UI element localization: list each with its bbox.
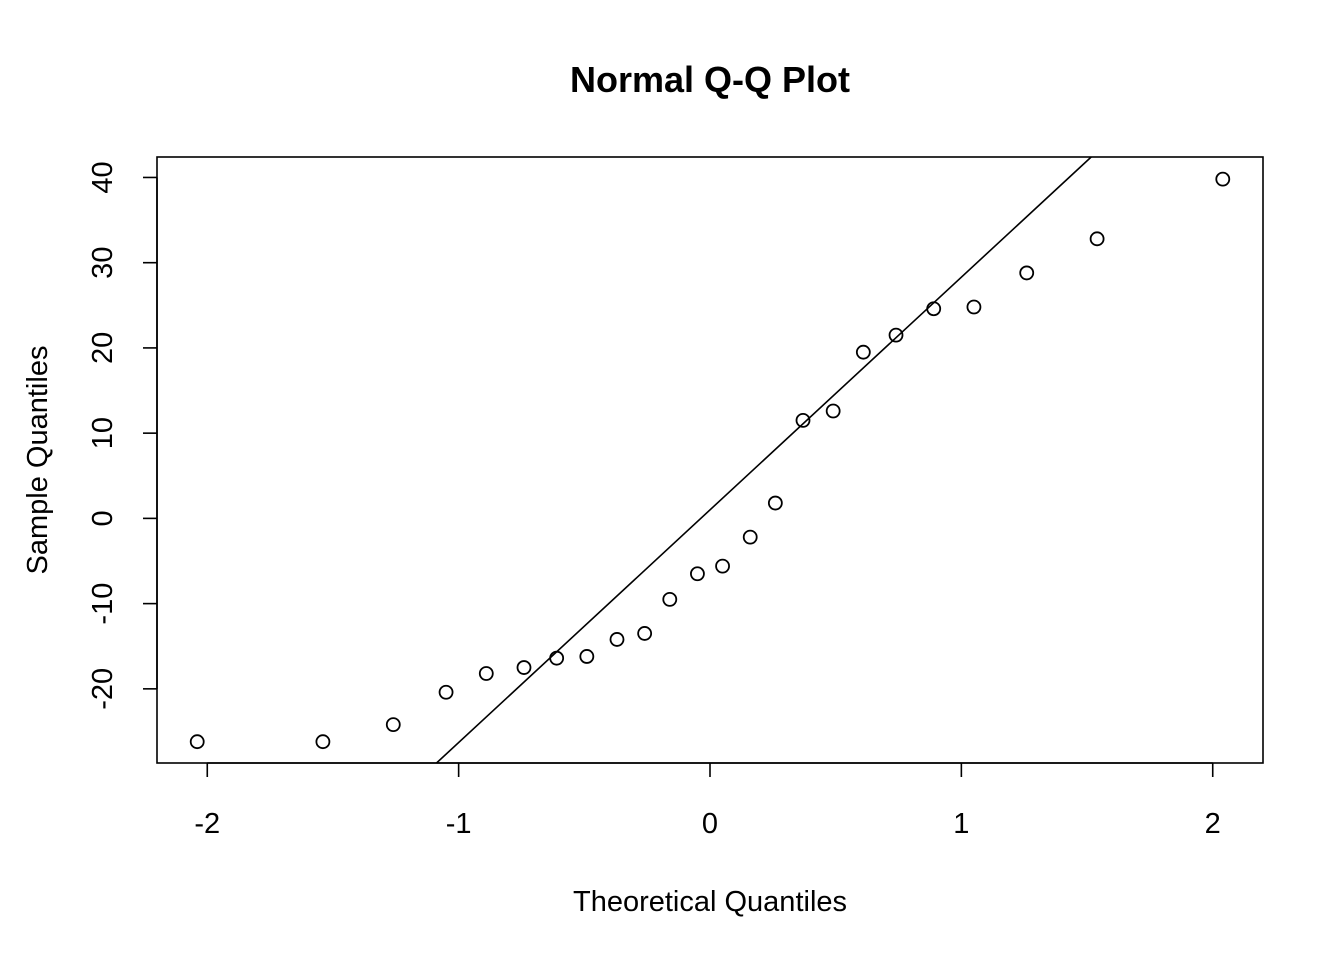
y-axis: -20 -10 0 10 20 30 40 (87, 161, 158, 710)
x-tick-label: -2 (194, 808, 220, 840)
data-point (478, 666, 494, 681)
x-axis-label: Theoretical Quantiles (573, 886, 847, 918)
plot-frame (156, 156, 1264, 764)
data-point (855, 344, 871, 360)
data-point (1215, 171, 1231, 187)
data-point (579, 649, 595, 664)
data-point (715, 558, 730, 574)
data-point (1019, 265, 1035, 281)
data-point (315, 734, 331, 750)
y-axis-label: Sample Quantiles (22, 346, 54, 575)
y-tick-label: 0 (87, 510, 119, 526)
data-point (549, 650, 565, 666)
data-point (767, 495, 783, 511)
data-point (189, 734, 205, 750)
y-tick-label: 30 (87, 247, 119, 279)
data-point (690, 566, 705, 582)
chart-title: Normal Q-Q Plot (570, 59, 850, 100)
data-point (742, 529, 758, 545)
data-point (888, 327, 904, 343)
x-tick-label: -1 (446, 808, 472, 840)
y-tick-label: 40 (87, 161, 119, 193)
data-point (795, 412, 811, 428)
data-point (637, 626, 653, 641)
data-point (926, 301, 942, 317)
x-tick-label: 0 (702, 808, 718, 840)
reference-line (435, 156, 1092, 764)
data-point (516, 660, 532, 675)
data-point (662, 591, 678, 607)
reference-line-layer (435, 156, 1092, 764)
y-tick-label: 20 (87, 332, 119, 364)
data-point (825, 403, 841, 419)
data-point (609, 632, 625, 647)
data-point (385, 717, 401, 733)
x-tick-label: 1 (953, 808, 969, 840)
x-axis: -2 -1 0 1 2 (194, 762, 1221, 840)
x-tick-label: 2 (1205, 808, 1221, 840)
points-layer (189, 171, 1231, 750)
y-tick-label: -20 (87, 668, 119, 710)
y-tick-label: -10 (87, 583, 119, 625)
y-tick-label: 10 (87, 417, 119, 449)
data-point (1089, 231, 1105, 247)
data-point (438, 684, 454, 700)
data-point (966, 299, 982, 315)
